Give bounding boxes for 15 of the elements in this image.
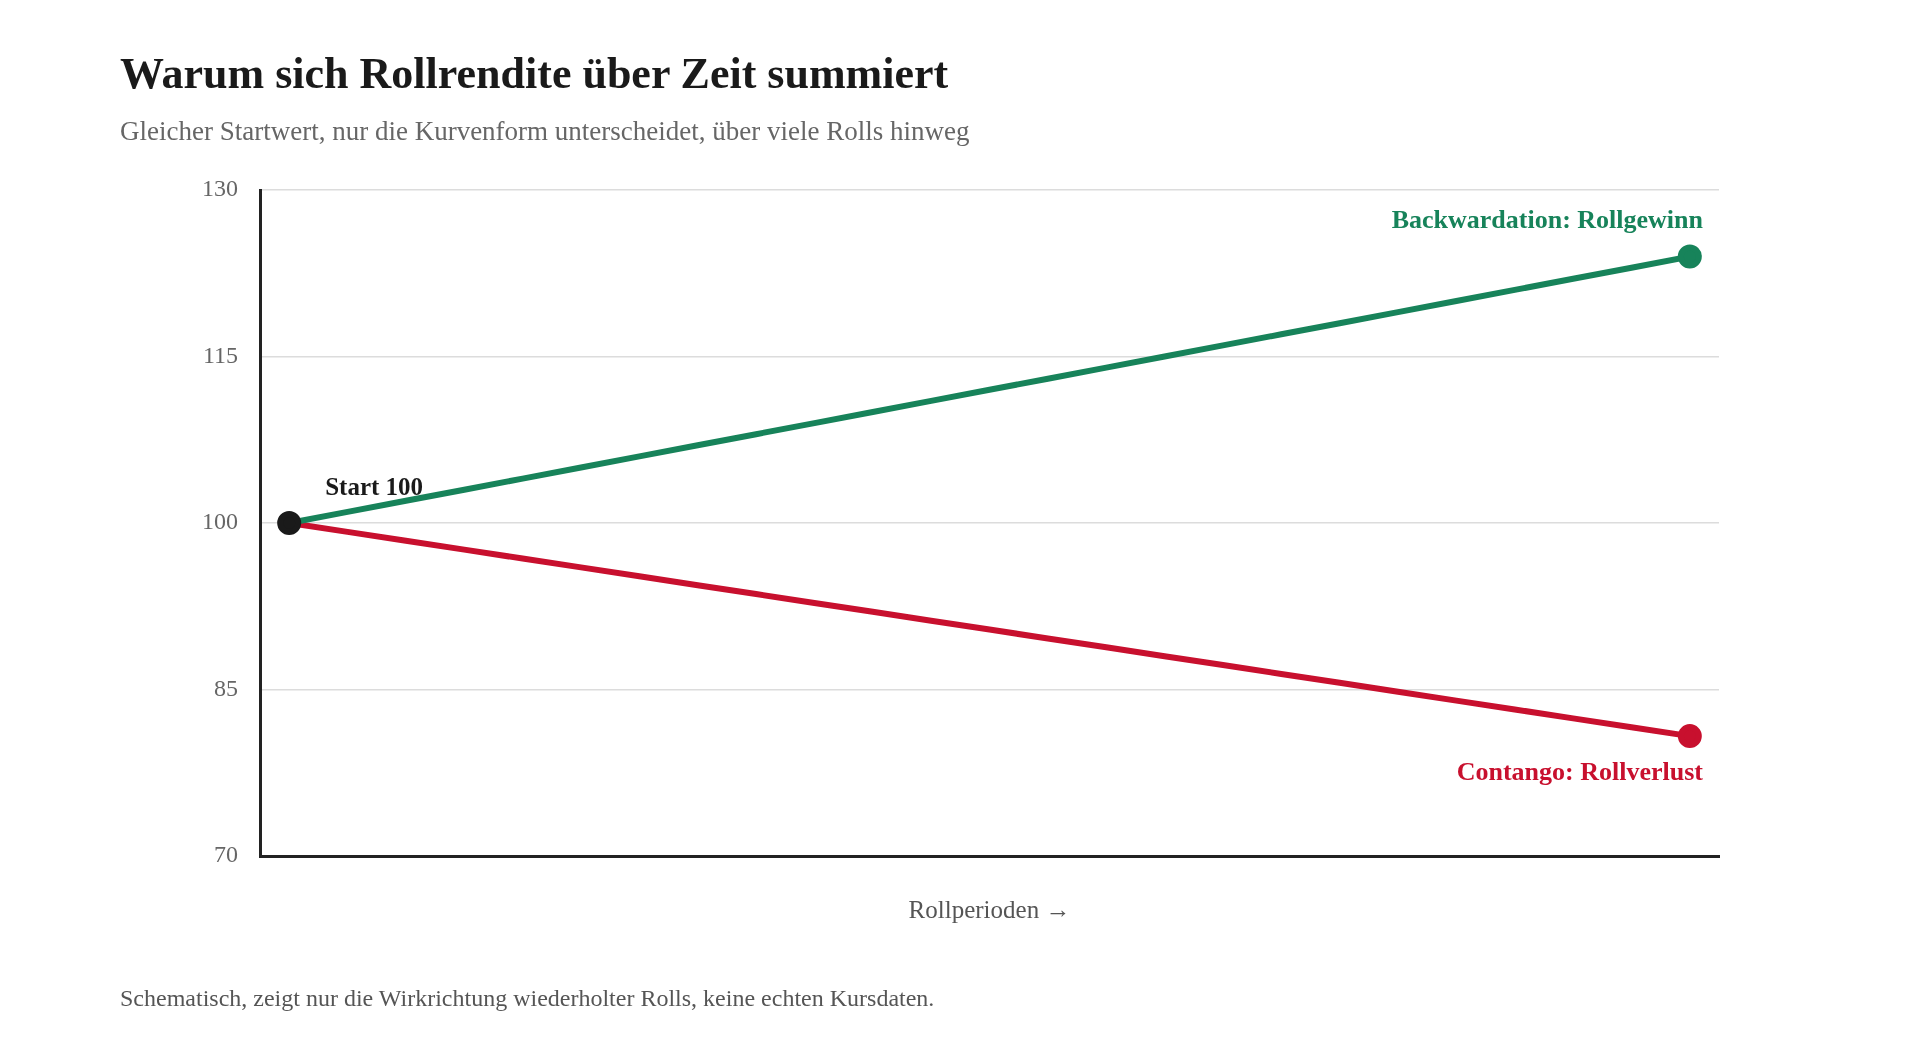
chart-title: Warum sich Rollrendite über Zeit summiert	[120, 48, 949, 99]
y-tick-label: 70	[214, 841, 238, 868]
y-tick-label: 130	[202, 175, 238, 202]
y-tick-label: 115	[202, 341, 238, 368]
point	[1677, 724, 1702, 749]
series-label: Contango: Rollverlust	[1456, 756, 1704, 786]
y-tick-label: 100	[202, 508, 238, 535]
point	[1677, 244, 1702, 269]
text: Schematisch, zeigt nur die Wirkrichtung wiederholter Rolls, keine echten Kursdaten.	[120, 985, 935, 1012]
x-axis-title: Rollperioden →	[908, 895, 1071, 923]
series-label: Backwardation: Rollgewinn	[1391, 205, 1704, 235]
chart-subtitle: Gleicher Startwert, nur die Kurvenform unterscheidet, über viele Rolls hinweg	[120, 116, 970, 147]
y-tick-label: 85	[214, 674, 238, 701]
annotation: Start 100	[325, 473, 424, 501]
point	[277, 511, 302, 535]
